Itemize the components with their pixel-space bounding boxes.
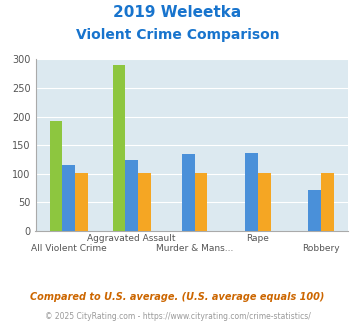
- Bar: [321, 173, 334, 231]
- Bar: [308, 190, 321, 231]
- Text: © 2025 CityRating.com - https://www.cityrating.com/crime-statistics/: © 2025 CityRating.com - https://www.city…: [45, 312, 310, 321]
- Text: 2019 Weleetka: 2019 Weleetka: [113, 5, 242, 20]
- Text: Violent Crime Comparison: Violent Crime Comparison: [76, 28, 279, 42]
- Bar: [182, 154, 195, 231]
- Bar: [245, 153, 258, 231]
- Bar: [113, 65, 125, 231]
- Text: Compared to U.S. average. (U.S. average equals 100): Compared to U.S. average. (U.S. average …: [30, 292, 325, 302]
- Bar: [62, 165, 75, 231]
- Bar: [258, 173, 271, 231]
- Bar: [125, 160, 138, 231]
- Bar: [50, 120, 62, 231]
- Bar: [75, 173, 88, 231]
- Bar: [138, 173, 151, 231]
- Bar: [195, 173, 207, 231]
